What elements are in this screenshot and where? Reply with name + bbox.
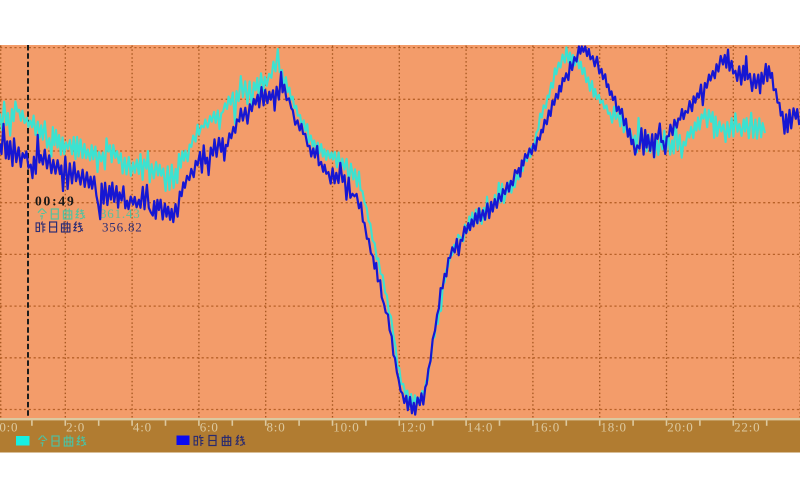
svg-text:356.82: 356.82 [102,220,143,235]
svg-text:22:0: 22:0 [734,420,760,435]
svg-text:00:49: 00:49 [35,194,76,209]
svg-text:6:0: 6:0 [200,420,219,435]
svg-text:16:0: 16:0 [534,420,560,435]
svg-text:4:0: 4:0 [133,420,152,435]
svg-text:20:0: 20:0 [667,420,693,435]
svg-text:361.43: 361.43 [100,206,141,221]
svg-text:14:0: 14:0 [467,420,493,435]
svg-text:10:0: 10:0 [333,420,359,435]
svg-text:8:0: 8:0 [267,420,286,435]
svg-text:0:0: 0:0 [0,420,18,435]
svg-text:2:0: 2:0 [66,420,85,435]
svg-text:18:0: 18:0 [601,420,627,435]
svg-text:12:0: 12:0 [400,420,426,435]
